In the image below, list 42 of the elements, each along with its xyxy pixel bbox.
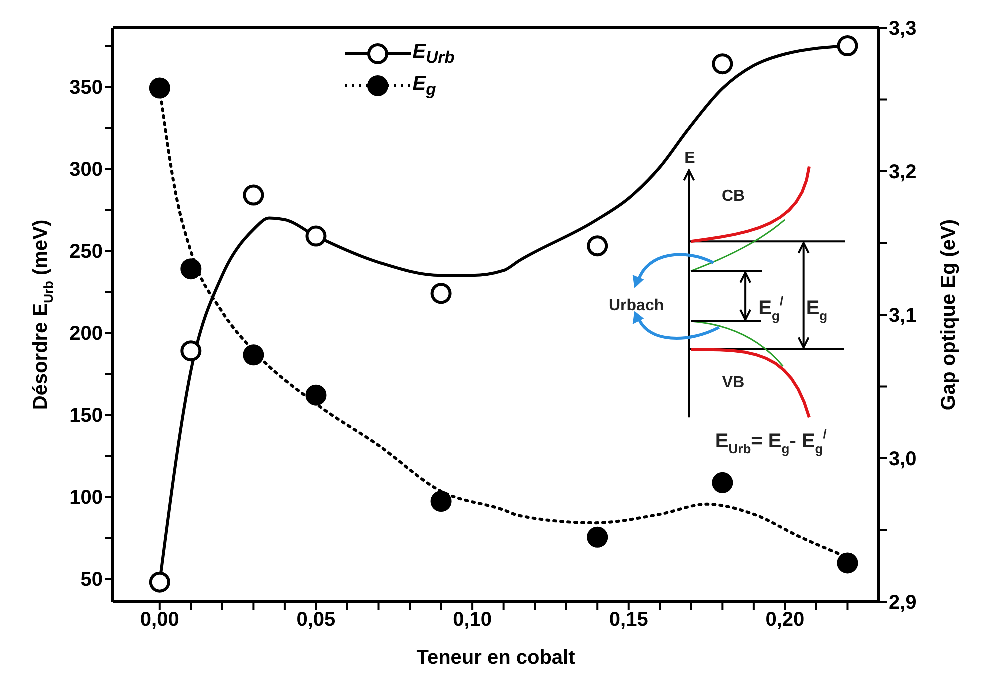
y-tick-label: 150	[70, 405, 103, 428]
point	[243, 344, 264, 366]
x-tick-label: 0,00	[140, 609, 180, 632]
y2-tick-label: 3,3	[889, 18, 917, 40]
y-tick-label: 300	[70, 159, 103, 182]
annotation: VB	[722, 374, 745, 392]
annotation: E	[684, 150, 696, 168]
y2-tick-label: 2,9	[889, 592, 917, 614]
annotation: Urbach	[609, 297, 664, 314]
point	[587, 526, 608, 548]
point	[837, 36, 858, 57]
point	[837, 552, 858, 574]
y-tick-label: 100	[70, 487, 103, 510]
x-axis-title: Teneur en cobalt	[416, 647, 576, 669]
point	[306, 226, 327, 247]
annotation: CB	[722, 188, 746, 206]
legend-label: E$_{g}$	[412, 72, 436, 100]
point	[712, 472, 734, 494]
y2-tick-label: 3,2	[889, 162, 917, 184]
y-tick-label: 200	[70, 323, 103, 346]
point	[430, 491, 452, 512]
point	[243, 184, 264, 206]
y-tick-label: 350	[70, 77, 103, 100]
point	[306, 384, 327, 406]
y-tick-label: 50	[80, 569, 103, 592]
point	[180, 258, 202, 280]
point	[430, 283, 452, 304]
x-tick-label: 0,20	[766, 609, 805, 632]
y2-axis-title: Gap optique Eg (eV)	[938, 219, 960, 411]
y-tick-label: 250	[70, 241, 103, 264]
x-tick-label: 0,15	[609, 609, 648, 632]
point	[180, 340, 202, 362]
x-tick-label: 0,10	[453, 609, 492, 632]
annotation: E$_{g}$	[806, 298, 828, 324]
y2-tick-label: 3,1	[889, 305, 917, 328]
x-tick-label: 0,05	[296, 609, 336, 632]
point	[587, 236, 608, 257]
point	[712, 54, 734, 75]
y2-tick-label: 3,0	[889, 448, 917, 471]
point	[149, 78, 170, 99]
point	[149, 572, 170, 593]
legend-label: E$_{Urb}$	[412, 40, 455, 68]
